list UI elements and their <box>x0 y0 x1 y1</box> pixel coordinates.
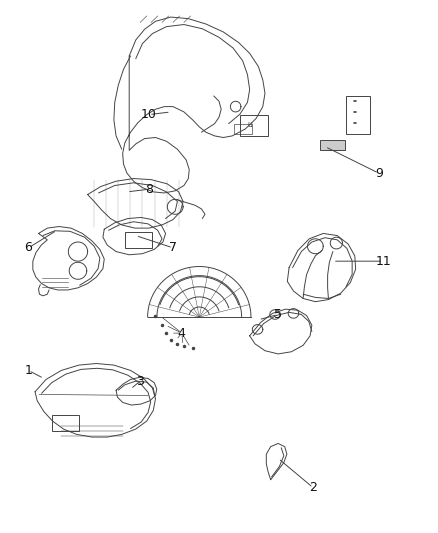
Text: 2: 2 <box>309 481 317 494</box>
Bar <box>320 140 345 150</box>
Text: 8: 8 <box>145 183 153 196</box>
Bar <box>346 96 370 134</box>
Bar <box>52 415 79 431</box>
Text: 7: 7 <box>169 241 177 254</box>
Text: 11: 11 <box>375 255 391 268</box>
Text: LI: LI <box>247 122 253 128</box>
Bar <box>125 232 152 248</box>
Bar <box>240 115 268 136</box>
Bar <box>234 124 252 134</box>
Text: 10: 10 <box>141 108 157 121</box>
Text: 9: 9 <box>375 167 383 180</box>
Text: 6: 6 <box>25 241 32 254</box>
Text: 3: 3 <box>136 375 144 387</box>
Text: 1: 1 <box>25 364 32 377</box>
Text: 5: 5 <box>274 308 282 321</box>
Text: 4: 4 <box>178 327 186 340</box>
